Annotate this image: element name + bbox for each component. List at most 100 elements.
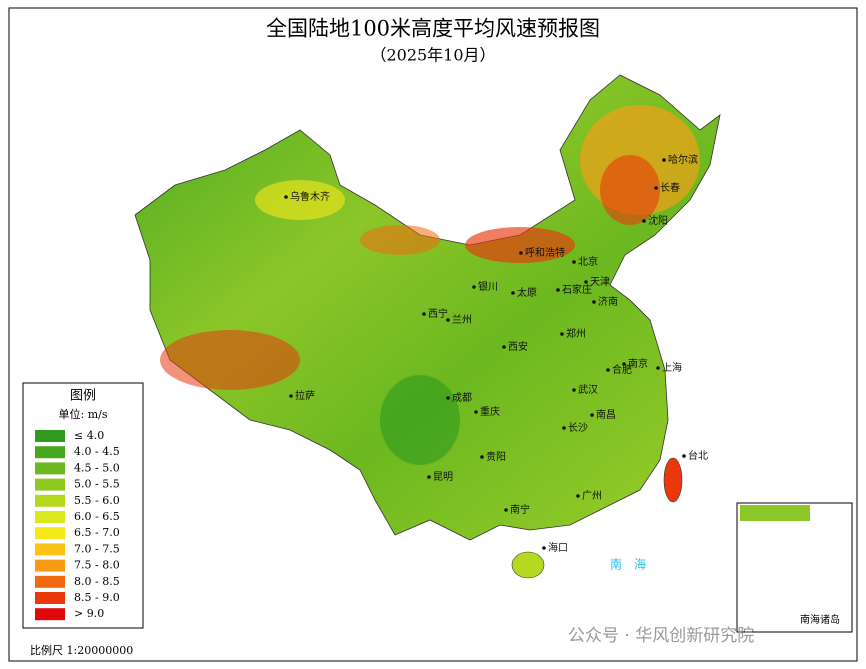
city-dot <box>542 546 546 550</box>
legend-label: 8.5 - 9.0 <box>74 591 120 604</box>
legend-swatch <box>35 559 65 572</box>
city-dot <box>572 260 576 264</box>
frame <box>8 7 858 662</box>
city-label: 郑州 <box>566 327 586 340</box>
city-dot <box>519 251 523 255</box>
city-dot <box>427 475 431 479</box>
city-dot <box>511 291 515 295</box>
wind-zone <box>255 180 345 220</box>
city-label: 太原 <box>517 286 537 299</box>
taiwan <box>663 457 683 503</box>
city-label: 石家庄 <box>562 283 592 296</box>
legend-label: 4.5 - 5.0 <box>74 461 120 474</box>
city-label: 南京 <box>628 357 648 370</box>
legend-label: 7.5 - 8.0 <box>74 559 120 572</box>
legend-label: 5.0 - 5.5 <box>74 478 120 491</box>
legend-label: 4.0 - 4.5 <box>74 445 120 458</box>
legend-swatch <box>35 608 65 621</box>
legend-swatch <box>35 527 65 540</box>
legend-swatch <box>35 575 65 588</box>
city-dot <box>622 362 626 366</box>
city-dot <box>576 494 580 498</box>
legend-swatch <box>35 446 65 459</box>
scale: 比例尺 1:20000000 <box>30 643 133 657</box>
city-label: 拉萨 <box>295 389 315 402</box>
legend-unit: 单位: m/s <box>59 407 108 421</box>
city-dot <box>562 426 566 430</box>
city-label: 上海 <box>662 361 682 374</box>
city-dot <box>446 396 450 400</box>
city-dot <box>474 410 478 414</box>
legend-swatch <box>35 462 65 475</box>
city-label: 西安 <box>508 340 528 353</box>
city-label: 成都 <box>452 392 472 404</box>
legend-label: 6.0 - 6.5 <box>74 510 120 523</box>
city-label: 沈阳 <box>648 214 668 227</box>
city-dot <box>502 345 506 349</box>
city-dot <box>682 454 686 458</box>
city-dot <box>662 158 666 162</box>
city-label: 长沙 <box>568 422 588 434</box>
city-dot <box>284 195 288 199</box>
watermark: 公众号 · 华风创新研究院 <box>568 626 754 646</box>
legend-label: 8.0 - 8.5 <box>74 575 120 588</box>
city-label: 西宁 <box>428 307 448 320</box>
legend-swatch <box>35 543 65 556</box>
city-label: 北京 <box>578 255 598 268</box>
city-label: 重庆 <box>480 405 500 418</box>
city-label: 南宁 <box>510 503 530 516</box>
city-label: 贵阳 <box>486 450 506 463</box>
city-label: 南昌 <box>596 408 616 421</box>
city-label: 长春 <box>660 182 680 194</box>
legend-label: 7.0 - 7.5 <box>74 542 120 555</box>
legend-label: 5.5 - 6.0 <box>74 494 120 507</box>
legend-swatch <box>35 430 65 442</box>
city-label: 兰州 <box>452 313 472 326</box>
city-dot <box>642 219 646 223</box>
title: 全国陆地100米高度平均风速预报图 <box>266 17 600 41</box>
city-dot <box>654 186 658 190</box>
legend-swatch <box>35 592 65 604</box>
wind-zone <box>380 375 460 465</box>
city-dot <box>592 300 596 304</box>
china-map <box>134 74 721 579</box>
legend-swatch <box>35 494 65 507</box>
wind-zone <box>600 155 660 225</box>
city-label: 昆明 <box>433 471 453 483</box>
wind-zone <box>160 330 300 390</box>
city-dot <box>606 368 610 372</box>
legend-label: > 9.0 <box>74 607 104 620</box>
city-label: 天津 <box>590 276 610 288</box>
city-dot <box>656 366 660 370</box>
city-label: 哈尔滨 <box>668 153 698 166</box>
sea-label: 南 海 <box>610 557 646 572</box>
city-dot <box>590 413 594 417</box>
legend-swatch <box>35 511 65 523</box>
inset-land <box>740 505 810 521</box>
city-label: 济南 <box>598 295 618 308</box>
city-label: 台北 <box>688 449 708 462</box>
city-label: 呼和浩特 <box>525 247 565 259</box>
city-dot <box>560 332 564 336</box>
inset-label: 南海诸岛 <box>800 613 840 626</box>
city-dot <box>289 394 293 398</box>
wind-zone <box>360 225 440 255</box>
wind-zone <box>465 227 575 263</box>
city-dot <box>556 288 560 292</box>
city-dot <box>504 508 508 512</box>
city-label: 海口 <box>548 541 568 554</box>
legend-title: 图例 <box>70 389 96 404</box>
legend-label: ≤ 4.0 <box>74 429 104 442</box>
hainan <box>511 551 545 579</box>
city-dot <box>446 318 450 322</box>
city-label: 广州 <box>582 490 602 502</box>
city-dot <box>480 455 484 459</box>
city-label: 乌鲁木齐 <box>290 190 330 203</box>
inset-box <box>736 502 853 633</box>
city-dot <box>572 388 576 392</box>
city-label: 武汉 <box>578 383 598 396</box>
city-dot <box>422 312 426 316</box>
city-label: 合肥 <box>612 363 632 376</box>
legend-swatch <box>35 478 65 491</box>
